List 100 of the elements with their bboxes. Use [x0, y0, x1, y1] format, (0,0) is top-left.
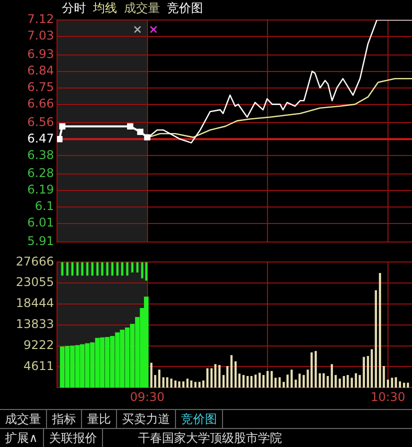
bar [81, 262, 84, 276]
bar [186, 378, 189, 388]
bar [362, 356, 365, 388]
bar [406, 382, 409, 388]
bar [374, 290, 377, 388]
y-tick-label: 6.56 [27, 114, 54, 129]
bar [86, 262, 88, 276]
point [144, 134, 150, 140]
bar [314, 351, 317, 388]
bar [250, 376, 253, 388]
bar [342, 376, 345, 388]
bar [71, 262, 74, 276]
text: 量比 [82, 410, 117, 428]
bar [145, 262, 148, 281]
bar [178, 381, 180, 388]
bar [66, 262, 68, 276]
bar [266, 370, 269, 388]
bar [286, 374, 289, 388]
y-tick-label: 4611 [23, 358, 54, 373]
bar [402, 382, 406, 388]
bar [91, 262, 94, 276]
y-tick-label: 18444 [16, 296, 54, 310]
bar [270, 370, 273, 388]
y-tick-label: 6.1 [34, 199, 54, 214]
y-tick-label: 6.66 [27, 96, 54, 110]
point [59, 123, 66, 130]
bar [246, 376, 249, 388]
bar [354, 373, 357, 388]
point [137, 128, 144, 135]
y-tick-label: 23055 [16, 275, 54, 290]
bar [162, 377, 164, 388]
bar [144, 296, 149, 388]
text: 竞价图 [167, 1, 203, 15]
y-tick-label: 6.84 [27, 63, 54, 78]
bar [230, 355, 233, 388]
text: 扩展∧ [0, 429, 44, 447]
text: 分时 [62, 1, 86, 15]
bar [226, 366, 228, 388]
bar [322, 373, 325, 388]
bar [61, 262, 64, 276]
bar [206, 368, 209, 388]
x-tick-label: 09:30 [130, 390, 165, 404]
bar [346, 375, 349, 388]
bar [126, 262, 128, 276]
bar [222, 375, 225, 388]
bar [116, 262, 118, 276]
bar [190, 380, 192, 388]
bar [170, 378, 172, 388]
bar [298, 374, 301, 388]
text: 买卖力道 [117, 410, 176, 428]
bar [174, 380, 176, 388]
bar [166, 377, 168, 388]
bar [238, 374, 241, 388]
bar [262, 375, 265, 388]
bar [386, 380, 390, 388]
y-tick-label: 13833 [16, 317, 54, 332]
bar [210, 368, 213, 388]
y-tick-label: 6.01 [27, 216, 54, 230]
bar [111, 262, 114, 276]
bar [131, 262, 134, 272]
bar [290, 370, 293, 388]
bar [278, 377, 281, 388]
bar [106, 262, 108, 276]
text: 竞价图 [176, 410, 223, 428]
bar [158, 370, 160, 388]
bar [330, 364, 333, 388]
text: 干春国家大学顶级股市学院 [136, 430, 283, 447]
x-tick-label: 10:30 [370, 390, 406, 404]
text: 成交量 [0, 410, 47, 428]
y-tick-label: 6.93 [27, 46, 54, 61]
bar [310, 352, 313, 388]
bar [141, 262, 144, 278]
bar [378, 273, 382, 388]
bar [242, 375, 245, 388]
bar [218, 365, 221, 388]
y-tick-label: 27666 [16, 254, 54, 268]
text: 均线 [93, 1, 117, 15]
bar [150, 362, 152, 388]
bar [234, 361, 237, 388]
bar [358, 375, 361, 388]
bar [258, 372, 261, 388]
point [57, 136, 63, 142]
bar [326, 376, 329, 388]
y-tick-label: 9222 [23, 338, 54, 352]
y-tick-label: 6.19 [27, 182, 54, 197]
y-tick-label: 7.03 [27, 28, 54, 43]
bar [382, 366, 385, 388]
text: 关联报价 [44, 429, 103, 447]
bar [76, 262, 79, 276]
y-tick-label: 6.47 [27, 131, 54, 146]
point [127, 123, 134, 130]
bar [370, 349, 373, 388]
bar [202, 380, 204, 388]
y-tick-label: 5.91 [27, 234, 54, 248]
bar [136, 262, 138, 272]
bar [254, 374, 257, 388]
bar [121, 262, 124, 276]
bar [214, 364, 216, 388]
bar [96, 262, 99, 276]
y-tick-label: 6.38 [27, 148, 54, 162]
